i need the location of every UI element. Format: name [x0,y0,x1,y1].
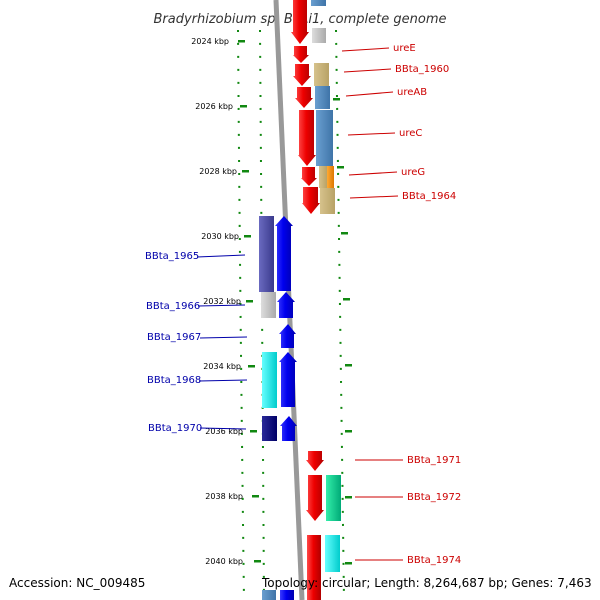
gene-label-BBta_1964[interactable]: BBta_1964 [402,191,456,202]
right-leader-lines [341,47,403,561]
gene-arrow-BBta_1965[interactable] [275,216,293,291]
gene-label-ureG[interactable]: ureG [401,167,425,178]
inner-tick [343,298,350,301]
leader-line [199,336,248,339]
gene-arrow-BBta_1971[interactable] [306,451,324,471]
feature-block[interactable] [320,188,335,214]
feature-block[interactable] [262,352,277,408]
inner-tick [345,496,352,499]
gene-label-BBta_1972[interactable]: BBta_1972 [407,492,461,503]
leader-line [198,379,248,382]
feature-block[interactable] [319,166,327,188]
right-feature-blocks [311,0,341,572]
gene-label-ureC[interactable]: ureC [399,128,422,139]
feature-block[interactable] [311,0,326,6]
inner-tick [333,98,340,101]
kbp-tick-label: 2032 kbp [203,297,241,306]
forward-strand-genes [291,0,324,600]
gene-arrow-BBta_1974[interactable] [307,535,321,600]
kbp-tick-label: 2026 kbp [195,102,233,111]
leader-line [341,47,390,52]
gene-label-ureE[interactable]: ureE [393,43,416,54]
inner-tick [345,562,352,565]
gene-label-BBta_1970[interactable]: BBta_1970 [148,423,202,434]
gene-label-BBta_1966[interactable]: BBta_1966 [146,301,200,312]
kbp-tick-label: 2034 kbp [203,362,241,371]
reverse-strand-genes [275,216,297,600]
kbp-tick-label: 2024 kbp [191,37,229,46]
feature-block[interactable] [314,63,329,86]
gene-label-ureAB[interactable]: ureAB [397,87,427,98]
left-leader-lines [196,254,248,430]
left-outer-guide [237,29,245,600]
right-gene-labels: ureE BBta_1960 ureAB ureC ureG BBta_1964… [393,43,461,566]
kbp-tick-label: 2038 kbp [205,492,243,501]
feature-block[interactable] [261,292,276,318]
feature-block[interactable] [262,416,277,441]
feature-block[interactable] [312,28,326,43]
kbp-tick-2028 [242,170,249,173]
feature-block[interactable] [316,110,333,166]
kbp-tick-2024 [238,40,245,43]
gene-label-BBta_1971[interactable]: BBta_1971 [407,455,461,466]
feature-block[interactable] [315,86,330,109]
gene-arrow-BBta_1972[interactable] [306,475,324,521]
gene-arrow-ureAB-2[interactable] [295,87,313,108]
gene-arrow-BBta_1966[interactable] [277,292,295,318]
gene-label-BBta_1965[interactable]: BBta_1965 [145,251,199,262]
accession-text: Accession: NC_009485 [9,576,146,590]
kbp-tick-2036 [250,430,257,433]
kbp-tick-labels: 2024 kbp 2026 kbp 2028 kbp 2030 kbp 2032… [191,37,243,566]
gene-arrow-bottom[interactable] [280,590,294,600]
gene-arrow-BBta_1968[interactable] [279,352,297,407]
inner-tick [341,232,348,235]
leader-line [347,132,396,136]
kbp-tick-2040 [254,560,261,563]
gene-arrow-ureAB-1[interactable] [293,64,311,86]
kbp-tick-2030 [244,235,251,238]
inner-tick [345,430,352,433]
left-gene-labels: BBta_1965 BBta_1966 BBta_1967 BBta_1968 … [145,251,202,434]
leader-line [197,304,246,307]
kbp-tick-label: 2028 kbp [199,167,237,176]
gene-label-BBta_1967[interactable]: BBta_1967 [147,332,201,343]
gene-arrow-BBta_1960[interactable] [293,46,309,63]
leader-line [349,195,399,199]
leader-line [196,254,246,258]
leader-line [343,68,392,73]
gene-arrow-ureG[interactable] [301,167,317,186]
gene-arrow-BBta_1970[interactable] [280,416,297,441]
inner-tick [345,364,352,367]
kbp-ticks [238,40,352,565]
leader-line [345,91,394,97]
gene-arrow-ureC[interactable] [298,110,316,166]
gene-label-BBta_1974[interactable]: BBta_1974 [407,555,461,566]
kbp-tick-label: 2030 kbp [201,232,239,241]
feature-block[interactable] [327,166,334,188]
leader-line [348,171,398,176]
kbp-tick-2034 [248,365,255,368]
leader-line [199,427,247,430]
feature-block[interactable] [326,475,341,521]
feature-block[interactable] [259,216,274,292]
gene-label-BBta_1968[interactable]: BBta_1968 [147,375,201,386]
feature-block[interactable] [262,590,276,600]
left-feature-blocks [259,216,277,600]
kbp-tick-2038 [252,495,259,498]
inner-tick [337,166,344,169]
gene-label-BBta_1960[interactable]: BBta_1960 [395,64,449,75]
gene-arrow-BBta_1967[interactable] [279,324,296,348]
feature-block[interactable] [325,535,340,572]
kbp-tick-2032 [246,300,253,303]
genome-summary-text: Topology: circular; Length: 8,264,687 bp… [262,576,592,590]
gene-arrow-BBta_1964[interactable] [302,187,320,214]
kbp-tick-label: 2036 kbp [205,427,243,436]
kbp-tick-2026 [240,105,247,108]
kbp-tick-label: 2040 kbp [205,557,243,566]
gene-arrow-ureE[interactable] [291,0,309,44]
